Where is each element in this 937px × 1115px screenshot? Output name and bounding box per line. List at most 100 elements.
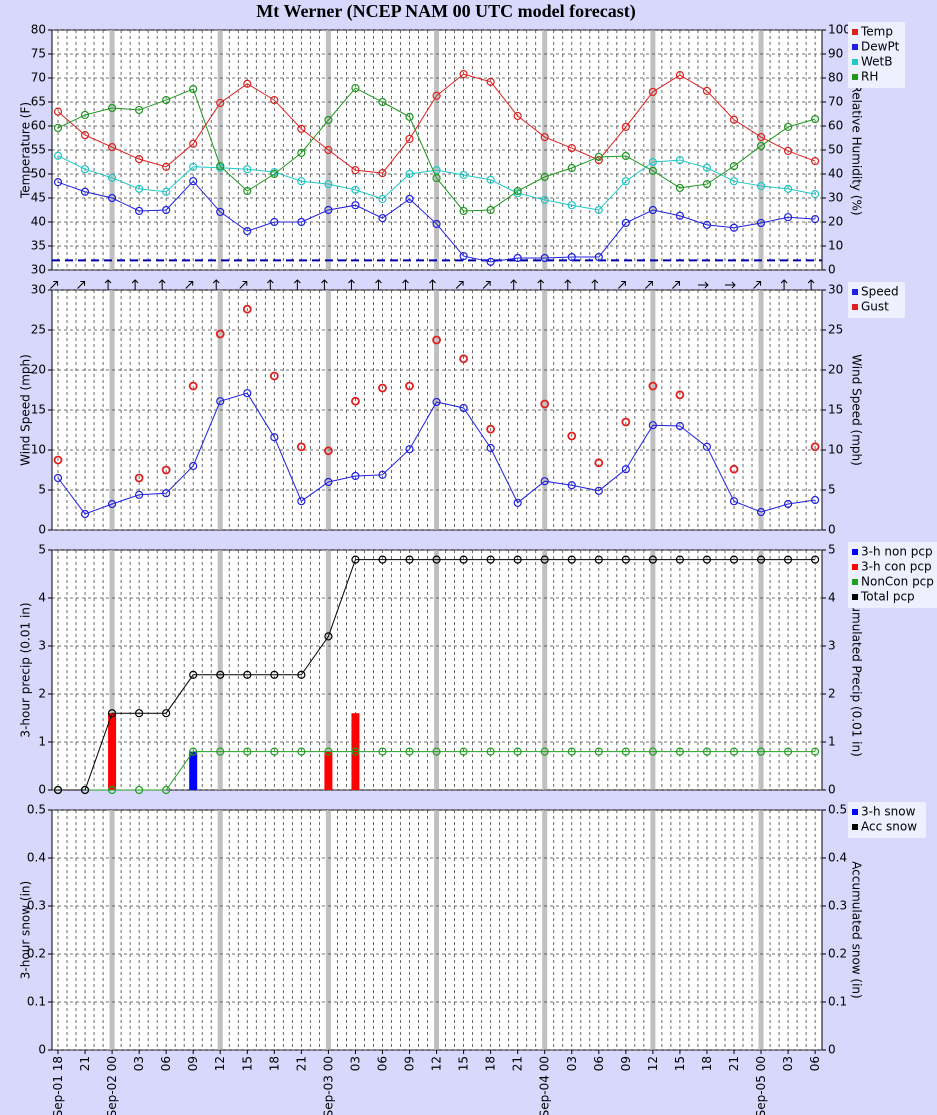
data-point bbox=[270, 433, 279, 442]
legend-box bbox=[848, 22, 905, 88]
data-point bbox=[297, 497, 306, 506]
x-tick-label: 21 bbox=[511, 1056, 525, 1071]
data-point bbox=[675, 747, 685, 756]
x-tick-label: 09 bbox=[403, 1056, 417, 1071]
y-tick-label: 4 bbox=[38, 591, 46, 605]
data-point bbox=[729, 177, 739, 186]
data-point bbox=[486, 257, 495, 266]
y-tick-label: 75 bbox=[31, 47, 46, 61]
y-tick-label: 15 bbox=[31, 403, 46, 417]
x-tick-label: Sep-03 00 bbox=[321, 1056, 335, 1115]
wind-arrow-shape bbox=[455, 280, 464, 289]
data-point bbox=[594, 486, 603, 495]
data-point bbox=[297, 670, 306, 679]
data-point bbox=[729, 555, 739, 564]
x-tick-label: Sep-01 18 bbox=[51, 1056, 65, 1115]
data-point bbox=[783, 122, 793, 132]
legend-box bbox=[848, 802, 926, 838]
data-point bbox=[378, 97, 387, 107]
data-point bbox=[405, 747, 414, 756]
y-tick-label: 30 bbox=[31, 263, 46, 277]
wind-arrow-shape bbox=[375, 279, 382, 290]
data-point bbox=[540, 555, 549, 564]
data-point bbox=[216, 397, 225, 406]
data-point bbox=[811, 495, 820, 505]
data-point bbox=[243, 186, 252, 196]
chart-title: Mt Werner (NCEP NAM 00 UTC model forecas… bbox=[256, 1, 635, 22]
y2-axis-label: Accumulated Precip (0.01 in) bbox=[850, 583, 864, 757]
y2-tick-label: 30 bbox=[828, 191, 843, 205]
data-point bbox=[216, 161, 225, 171]
wind-arrow-shape bbox=[158, 279, 166, 290]
y2-tick-label: 40 bbox=[828, 167, 843, 181]
y2-axis-label: Relative Humidity (%) bbox=[850, 84, 864, 215]
data-point bbox=[513, 498, 522, 507]
data-point bbox=[648, 421, 657, 430]
data-point bbox=[675, 71, 685, 80]
y-tick-label: 0 bbox=[38, 1043, 46, 1057]
data-point bbox=[648, 87, 657, 97]
data-point bbox=[486, 555, 495, 564]
data-point bbox=[459, 555, 468, 564]
data-point bbox=[80, 131, 90, 140]
y2-tick-label: 0.1 bbox=[828, 995, 847, 1009]
data-point bbox=[378, 555, 387, 564]
series-line bbox=[57, 87, 816, 212]
data-point bbox=[53, 151, 63, 160]
x-tick-label: 06 bbox=[375, 1056, 389, 1071]
wind-arrow bbox=[239, 280, 248, 289]
data-point bbox=[405, 112, 414, 121]
data-point bbox=[270, 747, 279, 756]
data-point bbox=[702, 163, 712, 172]
y2-tick-label: 2 bbox=[828, 687, 836, 701]
data-point bbox=[810, 442, 820, 452]
y2-tick-label: 70 bbox=[828, 95, 843, 109]
data-point bbox=[324, 477, 333, 487]
wind-arrow-shape bbox=[429, 279, 436, 290]
data-point bbox=[189, 461, 198, 471]
data-point bbox=[432, 555, 441, 564]
legend-swatch bbox=[852, 824, 858, 830]
legend-label: WetB bbox=[861, 55, 892, 69]
y-tick-label: 0.4 bbox=[27, 851, 46, 865]
data-point bbox=[783, 146, 793, 156]
data-point bbox=[594, 458, 604, 468]
data-point bbox=[675, 555, 685, 564]
y-tick-label: 80 bbox=[31, 23, 46, 37]
data-point bbox=[621, 151, 630, 161]
y-tick-label: 20 bbox=[31, 363, 46, 377]
legend-swatch bbox=[852, 809, 858, 815]
data-point bbox=[513, 111, 522, 121]
wind-arrow-shape bbox=[725, 281, 736, 289]
data-point bbox=[621, 122, 630, 132]
wind-arrow-shape bbox=[402, 279, 409, 290]
x-tick-label: 15 bbox=[457, 1056, 471, 1071]
y2-tick-label: 0 bbox=[828, 783, 836, 797]
legend-swatch bbox=[852, 304, 858, 310]
data-point bbox=[729, 464, 739, 474]
data-point bbox=[189, 747, 198, 756]
y2-tick-label: 0.5 bbox=[828, 803, 847, 817]
data-point bbox=[162, 205, 171, 215]
y-tick-label: 45 bbox=[31, 191, 46, 205]
data-point bbox=[783, 555, 793, 564]
legend-label: 3-h snow bbox=[861, 805, 916, 819]
legend-swatch bbox=[852, 289, 858, 295]
data-point bbox=[161, 465, 171, 475]
wind-arrow bbox=[455, 280, 464, 289]
series-line bbox=[57, 155, 816, 211]
data-point bbox=[756, 181, 766, 191]
data-point bbox=[594, 747, 603, 756]
y2-tick-label: 5 bbox=[828, 483, 836, 497]
wind-arrow bbox=[753, 280, 762, 289]
data-point bbox=[513, 186, 522, 196]
data-point bbox=[188, 381, 198, 391]
x-tick-label: 03 bbox=[781, 1056, 795, 1071]
y2-tick-label: 0 bbox=[828, 1043, 836, 1057]
data-point bbox=[621, 218, 630, 228]
series-line bbox=[57, 73, 816, 174]
data-point bbox=[756, 141, 766, 151]
data-point bbox=[405, 169, 414, 179]
wind-arrow bbox=[564, 279, 572, 290]
x-tick-label: 09 bbox=[619, 1056, 633, 1071]
